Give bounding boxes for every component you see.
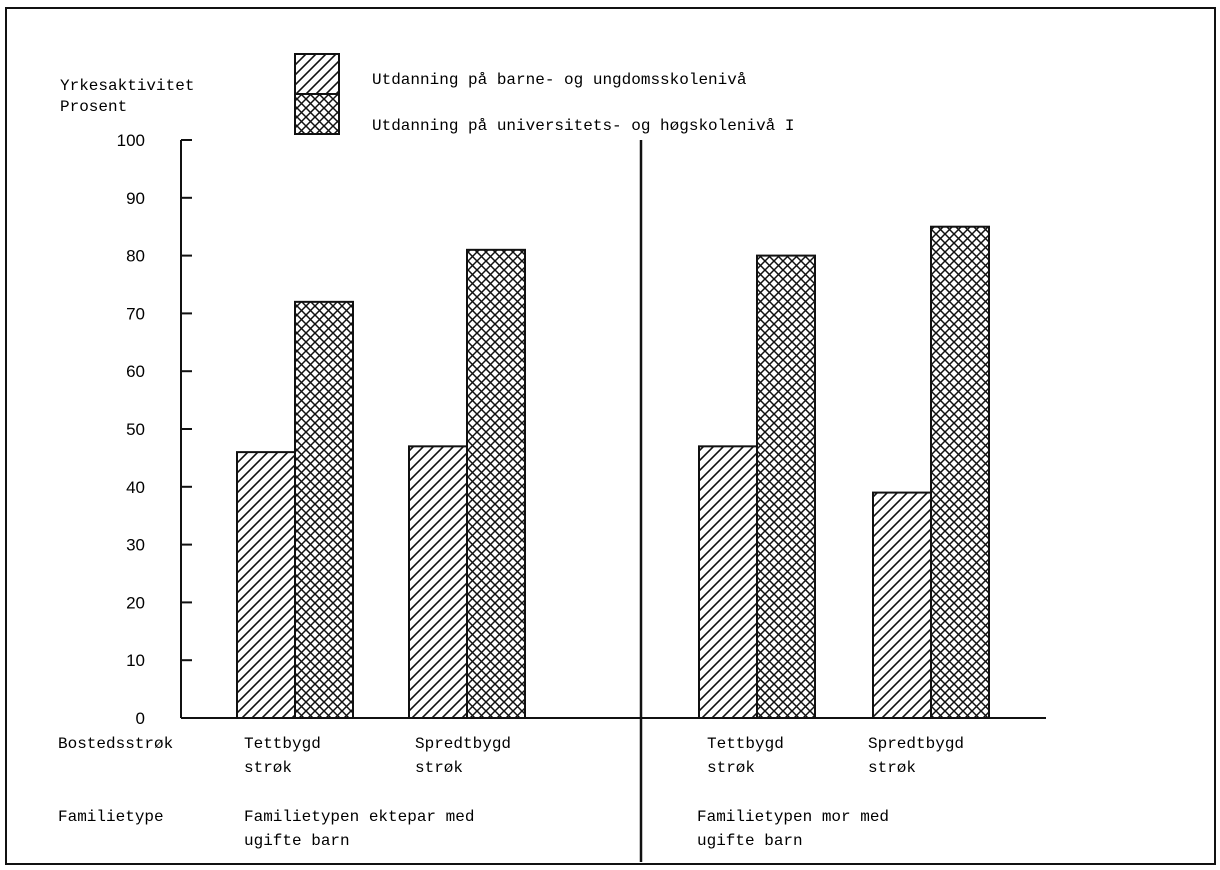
bar-barne-ungdomsskole (872, 491, 932, 719)
y-tick-label: 40 (126, 478, 145, 497)
y-ticks: 0 10 20 30 40 50 60 70 80 90 100 (117, 131, 192, 728)
group-label-2-line1: Familietypen mor med (697, 808, 889, 826)
y-axis-label-line1: Yrkesaktivitet (60, 77, 194, 95)
bar-barne-ungdomsskole (698, 445, 758, 719)
y-tick-label: 30 (126, 536, 145, 555)
bar-barne-ungdomsskole (408, 445, 468, 719)
y-tick-label: 10 (126, 651, 145, 670)
group-label-2-line2: ugifte barn (697, 832, 803, 850)
bar-universitet-hogskole (756, 254, 816, 719)
bar-universitet-hogskole (466, 248, 526, 719)
bars (236, 225, 990, 719)
legend-swatch-diagonal (294, 53, 340, 95)
y-tick-label: 60 (126, 362, 145, 381)
group-label-1-line1: Familietypen ektepar med (244, 808, 474, 826)
y-tick-label: 50 (126, 420, 145, 439)
legend-label-2: Utdanning på universitets- og høgskoleni… (372, 117, 794, 135)
category-label-g2c2-line1: Spredtbygd (868, 735, 964, 753)
legend-swatch-crosshatch (294, 93, 340, 135)
y-tick-label: 70 (126, 304, 145, 323)
bar-universitet-hogskole (930, 225, 990, 719)
bostedsstrok-row-label: Bostedsstrøk (58, 735, 173, 753)
category-label-g2c1-line2: strøk (707, 759, 755, 777)
y-tick-label: 80 (126, 247, 145, 266)
category-label-g2c1-line1: Tettbygd (707, 735, 784, 753)
category-label-g1c1-line1: Tettbygd (244, 735, 321, 753)
legend: Utdanning på barne- og ungdomsskolenivå … (294, 53, 794, 135)
category-label-g1c2-line2: strøk (415, 759, 463, 777)
y-tick-label: 90 (126, 189, 145, 208)
y-axis-label-line2: Prosent (60, 98, 127, 116)
y-tick-label: 0 (136, 709, 145, 728)
bar-barne-ungdomsskole (236, 451, 296, 719)
category-label-g1c1-line2: strøk (244, 759, 292, 777)
category-label-g1c2-line1: Spredtbygd (415, 735, 511, 753)
legend-label-1: Utdanning på barne- og ungdomsskolenivå (372, 71, 747, 89)
category-label-g2c2-line2: strøk (868, 759, 916, 777)
group-label-1-line2: ugifte barn (244, 832, 350, 850)
y-tick-label: 20 (126, 593, 145, 612)
bar-universitet-hogskole (294, 300, 354, 719)
y-tick-label: 100 (117, 131, 145, 150)
familietype-row-label: Familietype (58, 808, 164, 826)
chart-frame (5, 7, 1216, 865)
